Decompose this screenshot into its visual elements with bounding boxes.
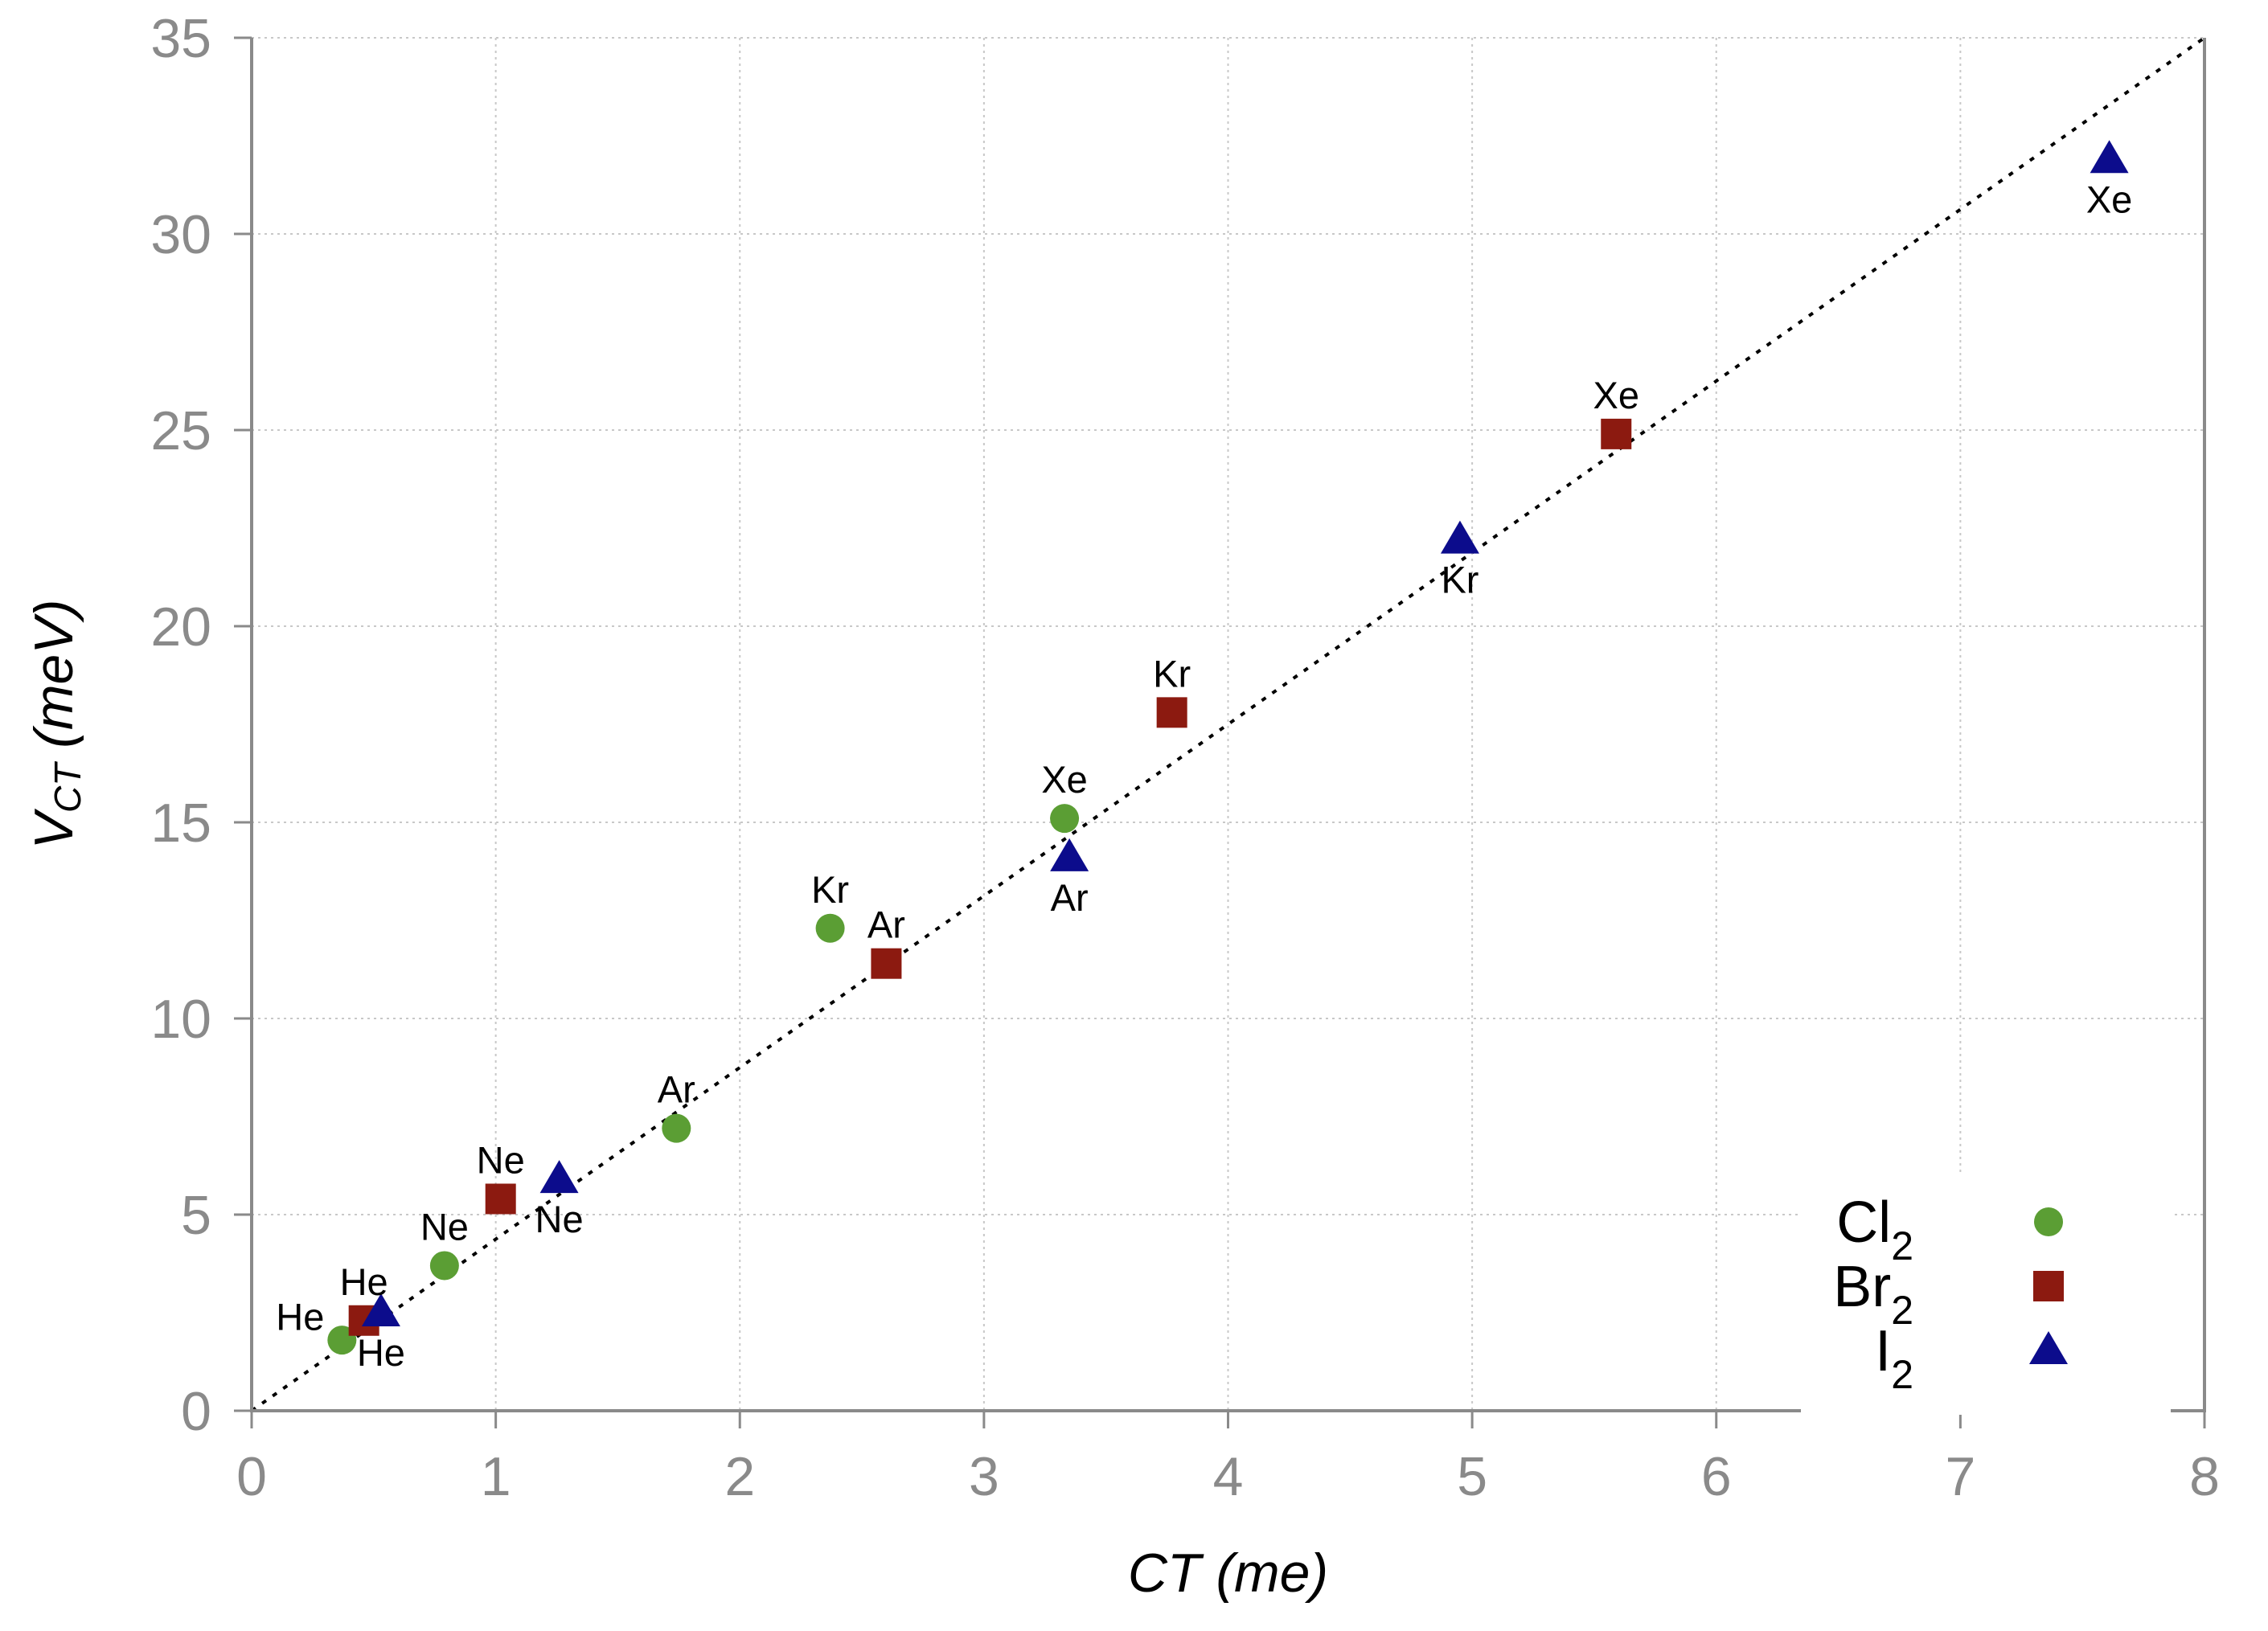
y-tick-label: 5 — [181, 1185, 211, 1246]
y-axis-title-main: V — [23, 808, 84, 849]
y-axis-title-unit: (meV) — [23, 600, 84, 764]
data-points — [327, 140, 2129, 1355]
x-tick-label: 3 — [969, 1446, 999, 1507]
legend-label-main: Cl — [1836, 1190, 1891, 1255]
point-labels: He Ne Ar Kr Xe He Ne Ar Kr Xe He Ne Ar Kr Xe — [276, 178, 2132, 1374]
point-label: He — [340, 1260, 388, 1303]
point-label: Kr — [1153, 652, 1191, 695]
data-point-square — [485, 1183, 516, 1215]
y-tick-label: 30 — [150, 204, 211, 265]
data-point-square — [871, 948, 902, 979]
point-label: He — [357, 1331, 405, 1374]
legend-marker-triangle — [2029, 1331, 2068, 1364]
data-point-circle — [429, 1251, 459, 1281]
y-tick-label: 25 — [150, 400, 211, 461]
x-tick-label: 1 — [481, 1446, 511, 1507]
point-label: Xe — [1593, 374, 1640, 416]
y-tick-label: 15 — [150, 793, 211, 854]
legend-marker-circle — [2034, 1207, 2063, 1236]
legend-label: Br2 — [1833, 1255, 1913, 1333]
point-label: Ne — [420, 1205, 469, 1248]
x-tick-label: 7 — [1945, 1446, 1975, 1507]
data-point-triangle — [1050, 838, 1089, 871]
x-tick-label: 4 — [1213, 1446, 1244, 1507]
x-tick-label: 8 — [2189, 1446, 2220, 1507]
legend-label-subscript: 2 — [1891, 1223, 1913, 1268]
data-point-triangle — [361, 1293, 400, 1326]
legend-label-main: Br — [1833, 1255, 1891, 1319]
point-label: Xe — [2086, 178, 2133, 220]
x-tick-label: 2 — [724, 1446, 755, 1507]
data-point-square — [1601, 418, 1632, 449]
data-point-triangle — [2090, 140, 2129, 174]
y-tick-label: 10 — [150, 989, 211, 1050]
y-tick-label: 0 — [181, 1381, 211, 1442]
data-point-circle — [1050, 804, 1080, 834]
data-point-square — [1156, 697, 1187, 728]
point-label: Ar — [1051, 876, 1089, 919]
ticks: 0 1 2 3 4 5 6 7 8 0 5 10 15 20 25 30 35 — [150, 8, 2220, 1507]
point-label: Ar — [658, 1068, 695, 1111]
x-tick-label: 5 — [1457, 1446, 1487, 1507]
data-point-triangle — [1440, 520, 1479, 554]
point-label: Kr — [1441, 559, 1479, 601]
legend-label-subscript: 2 — [1891, 1288, 1913, 1333]
x-tick-label: 6 — [1701, 1446, 1732, 1507]
x-axis-title: CT (me) — [1128, 1543, 1328, 1604]
legend-label: Cl2 — [1836, 1190, 1913, 1268]
point-label: Ne — [477, 1138, 525, 1181]
legend-label: I2 — [1875, 1319, 1913, 1397]
point-label: He — [276, 1295, 324, 1338]
point-label: Xe — [1041, 758, 1088, 801]
data-point-circle — [662, 1113, 691, 1143]
y-tick-label: 35 — [150, 8, 211, 69]
legend-label-main: I — [1875, 1319, 1891, 1383]
y-axis-title: VCT (meV) — [23, 600, 88, 850]
data-point-circle — [815, 913, 845, 943]
point-label: Kr — [811, 868, 849, 911]
point-label: Ar — [867, 904, 905, 946]
y-axis-title-subscript: CT — [47, 761, 88, 813]
x-tick-label: 0 — [236, 1446, 267, 1507]
legend-label-subscript: 2 — [1891, 1352, 1913, 1397]
y-tick-label: 20 — [150, 596, 211, 658]
data-point-triangle — [539, 1160, 579, 1194]
legend-marker-square — [2033, 1271, 2064, 1301]
point-label: Ne — [535, 1198, 584, 1240]
legend-background — [1801, 1174, 2171, 1415]
